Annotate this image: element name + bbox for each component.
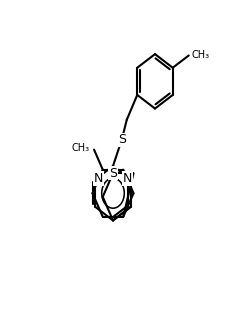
Text: N: N [94, 172, 103, 186]
Text: S: S [118, 133, 126, 146]
Text: N: N [94, 172, 103, 185]
Text: CH₃: CH₃ [191, 50, 209, 60]
Text: N: N [123, 172, 132, 186]
Text: S: S [109, 167, 117, 180]
Text: CH₃: CH₃ [72, 143, 90, 153]
Text: N: N [123, 172, 132, 185]
